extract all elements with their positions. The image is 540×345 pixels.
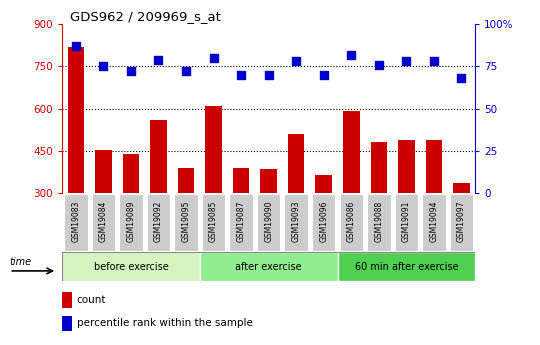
Text: percentile rank within the sample: percentile rank within the sample xyxy=(77,318,252,328)
Point xyxy=(126,69,135,74)
Text: before exercise: before exercise xyxy=(93,262,168,272)
Text: GSM19095: GSM19095 xyxy=(181,200,191,242)
Bar xyxy=(202,194,225,251)
Bar xyxy=(230,194,253,251)
Bar xyxy=(370,142,387,278)
Point xyxy=(181,69,190,74)
Bar xyxy=(338,252,475,281)
Point xyxy=(374,62,383,68)
Bar xyxy=(123,154,139,278)
Point xyxy=(347,52,355,57)
Text: GSM19094: GSM19094 xyxy=(429,200,438,242)
Point xyxy=(292,59,300,64)
Text: GSM19093: GSM19093 xyxy=(292,200,301,242)
Bar xyxy=(398,140,415,278)
Text: GSM19096: GSM19096 xyxy=(319,200,328,242)
Bar xyxy=(340,194,363,251)
Bar xyxy=(315,175,332,278)
Text: GSM19089: GSM19089 xyxy=(126,201,136,242)
Bar xyxy=(312,194,335,251)
Bar xyxy=(62,293,72,308)
Text: count: count xyxy=(77,295,106,305)
Point xyxy=(402,59,410,64)
Bar xyxy=(453,183,470,278)
Bar xyxy=(205,106,222,278)
Point xyxy=(319,72,328,78)
Text: after exercise: after exercise xyxy=(235,262,302,272)
Bar xyxy=(62,316,72,331)
Bar xyxy=(426,140,442,278)
Point xyxy=(237,72,245,78)
Bar xyxy=(233,168,249,278)
Point xyxy=(99,63,108,69)
Bar xyxy=(62,252,200,281)
Bar xyxy=(150,120,167,278)
Text: GSM19087: GSM19087 xyxy=(237,201,246,242)
Bar xyxy=(288,134,305,278)
Bar xyxy=(68,47,84,278)
Bar xyxy=(174,194,198,251)
Text: GSM19097: GSM19097 xyxy=(457,200,466,242)
Point xyxy=(154,57,163,62)
Point xyxy=(210,55,218,61)
Point xyxy=(429,59,438,64)
Bar xyxy=(422,194,446,251)
Bar xyxy=(119,194,143,251)
Text: GSM19091: GSM19091 xyxy=(402,201,411,242)
Bar xyxy=(257,194,280,251)
Text: GSM19092: GSM19092 xyxy=(154,201,163,242)
Bar xyxy=(200,252,338,281)
Point xyxy=(265,72,273,78)
Bar xyxy=(450,194,473,251)
Bar xyxy=(285,194,308,251)
Text: GSM19086: GSM19086 xyxy=(347,201,356,242)
Point xyxy=(457,76,465,81)
Bar xyxy=(343,111,360,278)
Text: GDS962 / 209969_s_at: GDS962 / 209969_s_at xyxy=(70,10,221,23)
Text: GSM19085: GSM19085 xyxy=(209,201,218,242)
Text: 60 min after exercise: 60 min after exercise xyxy=(355,262,458,272)
Bar xyxy=(95,149,112,278)
Point xyxy=(71,43,80,49)
Text: GSM19088: GSM19088 xyxy=(374,201,383,242)
Bar xyxy=(178,168,194,278)
Text: time: time xyxy=(9,257,31,267)
Text: GSM19084: GSM19084 xyxy=(99,201,108,242)
Bar xyxy=(367,194,390,251)
Bar xyxy=(395,194,418,251)
Text: GSM19090: GSM19090 xyxy=(264,200,273,242)
Bar xyxy=(260,169,277,278)
Bar xyxy=(147,194,170,251)
Bar xyxy=(92,194,115,251)
Bar xyxy=(64,194,87,251)
Text: GSM19083: GSM19083 xyxy=(71,201,80,242)
